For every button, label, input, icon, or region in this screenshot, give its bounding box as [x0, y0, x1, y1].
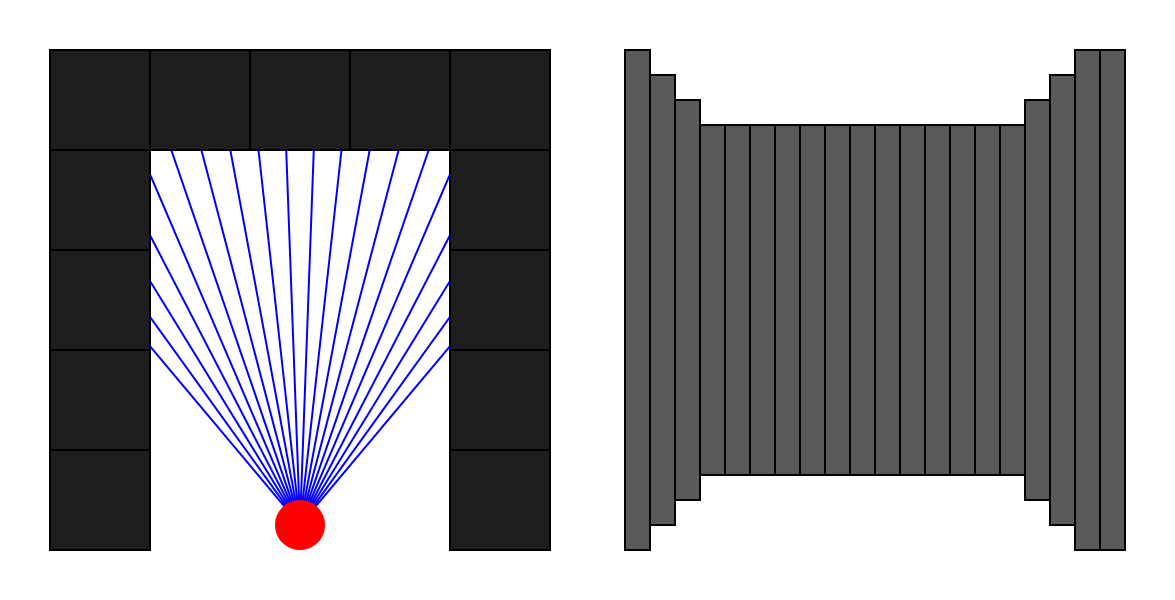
wall-column	[699, 124, 726, 476]
ray	[229, 150, 301, 526]
ray	[149, 174, 301, 526]
ray	[285, 150, 301, 526]
wall-column	[849, 124, 876, 476]
wall-column	[649, 74, 676, 526]
ray	[299, 345, 451, 526]
wall-cell	[449, 149, 551, 251]
wall-cell	[449, 349, 551, 451]
ray	[299, 280, 451, 526]
ray	[299, 150, 343, 526]
wall-cell	[449, 49, 551, 151]
wall-column	[1099, 49, 1126, 551]
wall-column	[899, 124, 926, 476]
wall-column	[749, 124, 776, 476]
ray-fan	[149, 149, 451, 526]
ray	[299, 316, 451, 526]
top-down-map-view	[49, 49, 551, 551]
map-grid	[49, 49, 551, 551]
wall-column	[974, 124, 1001, 476]
ray	[149, 316, 301, 526]
wall-cell	[149, 49, 251, 151]
wall-column	[774, 124, 801, 476]
wall-column	[924, 124, 951, 476]
wall-column	[724, 124, 751, 476]
wall-cell	[449, 249, 551, 351]
ray	[299, 150, 371, 526]
ray	[170, 150, 301, 526]
wall-column	[799, 124, 826, 476]
ray	[200, 149, 301, 526]
wall-column	[1024, 99, 1051, 501]
wall-column	[674, 99, 701, 501]
wall-column	[949, 124, 976, 476]
ray	[149, 280, 301, 526]
ray	[299, 150, 430, 526]
wall-column	[1074, 49, 1101, 551]
player-marker	[275, 500, 325, 550]
wall-column	[1049, 74, 1076, 526]
wall-cell	[49, 149, 151, 251]
ray	[299, 235, 451, 526]
ray	[149, 235, 301, 526]
wall-cell	[249, 49, 351, 151]
wall-cell	[49, 49, 151, 151]
ray	[299, 150, 315, 526]
wall-cell	[49, 349, 151, 451]
wall-cell	[49, 449, 151, 551]
ray	[149, 345, 301, 526]
wall-column	[824, 124, 851, 476]
first-person-projection-view	[624, 49, 1126, 551]
wall-cell	[49, 249, 151, 351]
wall-column	[999, 124, 1026, 476]
wall-cell	[449, 449, 551, 551]
wall-column	[624, 49, 651, 551]
wall-column	[874, 124, 901, 476]
ray	[299, 174, 451, 526]
ray	[299, 149, 400, 526]
ray	[257, 150, 301, 526]
wall-cell	[349, 49, 451, 151]
